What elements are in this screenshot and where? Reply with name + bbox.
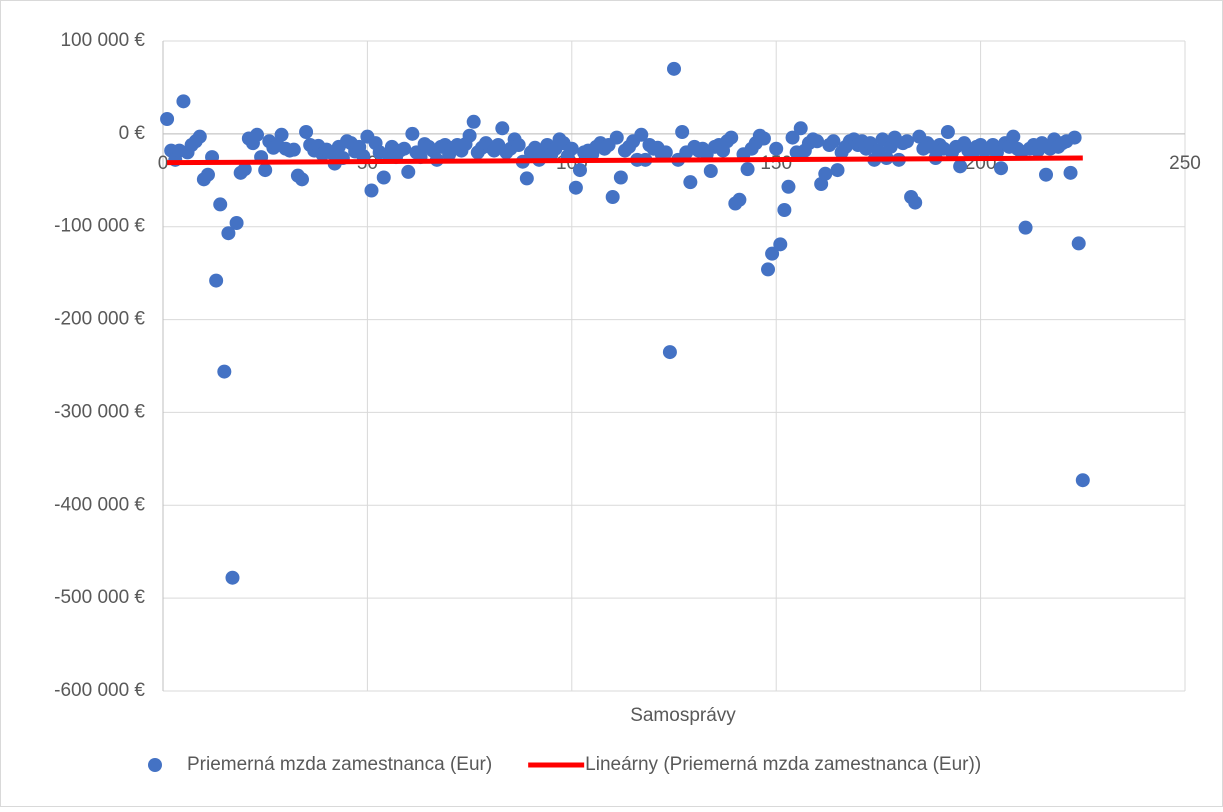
scatter-point xyxy=(953,159,968,174)
scatter-point xyxy=(900,134,915,149)
scatter-point xyxy=(773,237,788,252)
scatter-point xyxy=(777,203,792,217)
scatter-point xyxy=(397,141,412,156)
scatter-point xyxy=(634,127,649,142)
legend-label: Priemerná mzda zamestnanca (Eur) xyxy=(187,754,492,775)
scatter-point xyxy=(237,162,252,177)
scatter-point xyxy=(466,114,481,129)
scatter-point xyxy=(286,142,301,157)
y-tick-label: -100 000 € xyxy=(54,216,145,237)
scatter-point xyxy=(299,125,314,139)
scatter-point xyxy=(1071,236,1086,251)
y-tick-label: -600 000 € xyxy=(54,680,145,701)
scatter-point xyxy=(781,179,796,194)
scatter-point xyxy=(1067,130,1082,145)
scatter-point xyxy=(213,197,228,212)
scatter-point xyxy=(250,127,265,142)
scatter-point xyxy=(658,145,673,160)
x-tick-label: 0 xyxy=(158,153,169,174)
scatter-point xyxy=(994,161,1009,176)
scatter-point xyxy=(724,130,739,145)
legend-label: Lineárny (Priemerná mzda zamestnanca (Eu… xyxy=(585,754,981,775)
scatter-point xyxy=(209,273,224,288)
scatter-point xyxy=(830,163,845,178)
x-tick-label: 150 xyxy=(760,153,792,174)
x-tick-label: 250 xyxy=(1169,153,1201,174)
scatter-point xyxy=(274,127,289,142)
scatter-point xyxy=(793,121,808,136)
scatter-point xyxy=(258,163,273,178)
scatter-point xyxy=(160,112,175,126)
scatter-point xyxy=(192,129,207,144)
scatter-point xyxy=(756,131,771,146)
y-tick-label: -400 000 € xyxy=(54,494,145,515)
scatter-point xyxy=(675,125,690,139)
y-tick-label: -300 000 € xyxy=(54,401,145,422)
y-tick-label: -500 000 € xyxy=(54,587,145,608)
y-tick-label: -200 000 € xyxy=(54,309,145,330)
trend-line xyxy=(167,155,1083,166)
scatter-point xyxy=(376,170,391,185)
scatter-point xyxy=(221,226,236,241)
scatter-point xyxy=(765,246,780,261)
scatter-point xyxy=(200,167,215,182)
scatter-point xyxy=(609,130,624,145)
scatter-point xyxy=(176,94,191,109)
scatter-point xyxy=(1039,167,1054,182)
x-axis-title: Samosprávy xyxy=(630,705,736,726)
scatter-point xyxy=(826,134,841,149)
scatter-point xyxy=(613,170,628,185)
scatter-point xyxy=(732,192,747,207)
scatter-point xyxy=(519,171,534,186)
scatter-point xyxy=(401,164,416,179)
y-tick-label: 100 000 € xyxy=(60,30,145,51)
scatter-point xyxy=(761,262,776,277)
scatter-point xyxy=(229,216,244,230)
scatter-point xyxy=(462,128,477,143)
scatter-point xyxy=(605,190,620,204)
scatter-point xyxy=(810,134,825,149)
scatter-point xyxy=(1006,129,1021,144)
scatter-point xyxy=(225,570,240,585)
scatter-point xyxy=(818,166,833,181)
scatter-point xyxy=(703,164,718,178)
scatter-point xyxy=(785,130,800,145)
scatter-point xyxy=(217,364,232,379)
scatter-point xyxy=(564,141,579,156)
scatter-point xyxy=(1063,165,1078,180)
scatter-point xyxy=(572,163,587,178)
scatter-point xyxy=(495,121,510,136)
scatter-point xyxy=(568,180,583,195)
scatter-point xyxy=(667,61,681,76)
scatter-point xyxy=(364,183,379,198)
scatter-point xyxy=(1018,220,1033,235)
scatter-point xyxy=(740,162,755,177)
legend-marker xyxy=(148,758,162,772)
scatter-point xyxy=(908,195,923,210)
scatter-point xyxy=(940,125,955,139)
scatter-point xyxy=(662,345,677,360)
scatter-point xyxy=(405,126,420,141)
scatter-point xyxy=(511,138,526,152)
y-tick-label: 0 € xyxy=(119,123,146,144)
scatter-point xyxy=(1075,473,1090,488)
scatter-point xyxy=(294,172,309,187)
scatter-point xyxy=(683,175,698,190)
scatter-point xyxy=(769,141,784,156)
